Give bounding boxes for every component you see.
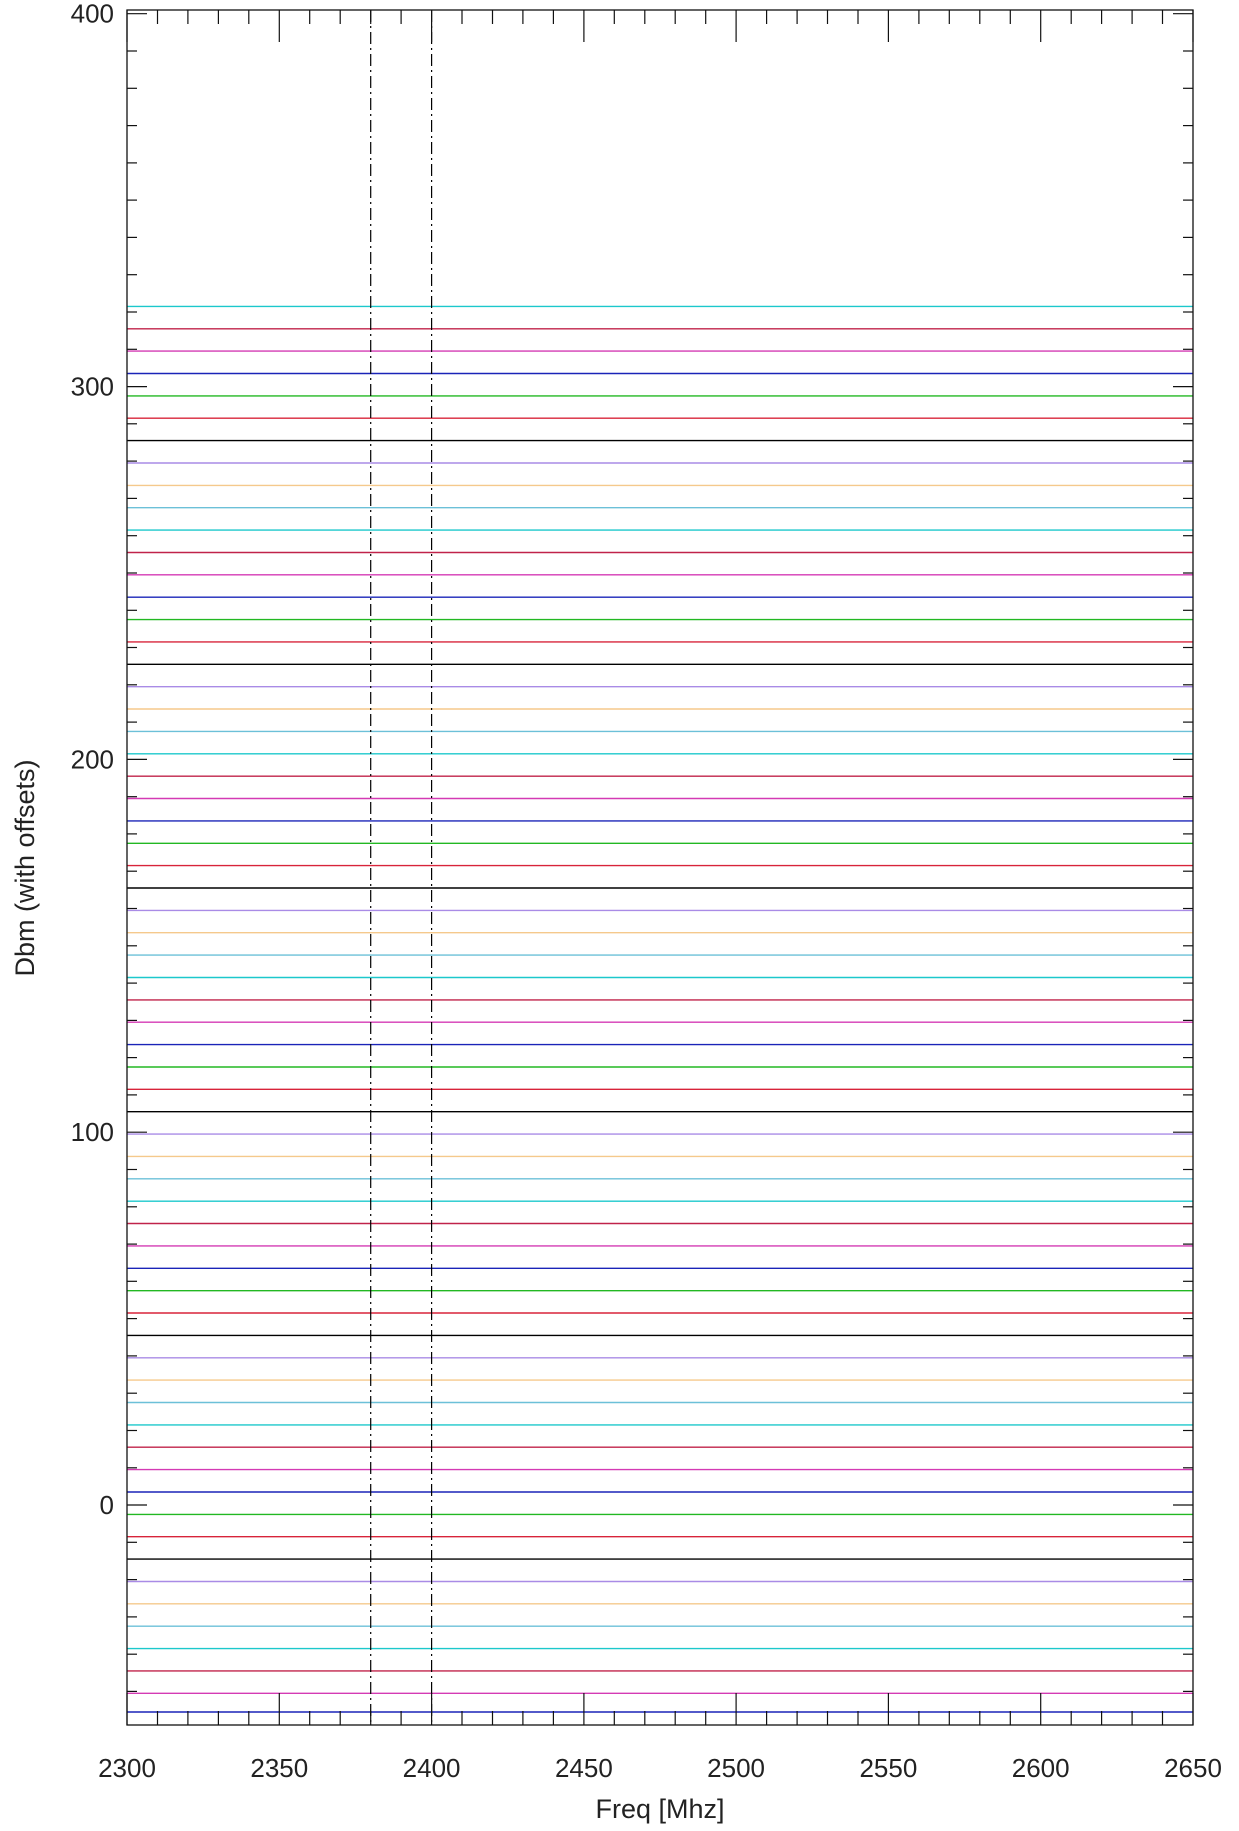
- x-tick-label: 2300: [98, 1753, 156, 1783]
- y-tick-label: 200: [71, 744, 114, 774]
- x-tick-label: 2650: [1164, 1753, 1222, 1783]
- y-tick-label: 100: [71, 1117, 114, 1147]
- y-tick-label: 400: [71, 0, 114, 29]
- x-tick-label: 2350: [250, 1753, 308, 1783]
- y-axis-label: Dbm (with offsets): [10, 759, 40, 976]
- x-axis-label: Freq [Mhz]: [595, 1794, 724, 1824]
- x-tick-label: 2600: [1012, 1753, 1070, 1783]
- x-tick-label: 2550: [859, 1753, 917, 1783]
- x-tick-label: 2500: [707, 1753, 765, 1783]
- x-tick-label: 2400: [403, 1753, 461, 1783]
- y-tick-label: 0: [100, 1490, 114, 1520]
- y-tick-label: 300: [71, 372, 114, 402]
- x-tick-label: 2450: [555, 1753, 613, 1783]
